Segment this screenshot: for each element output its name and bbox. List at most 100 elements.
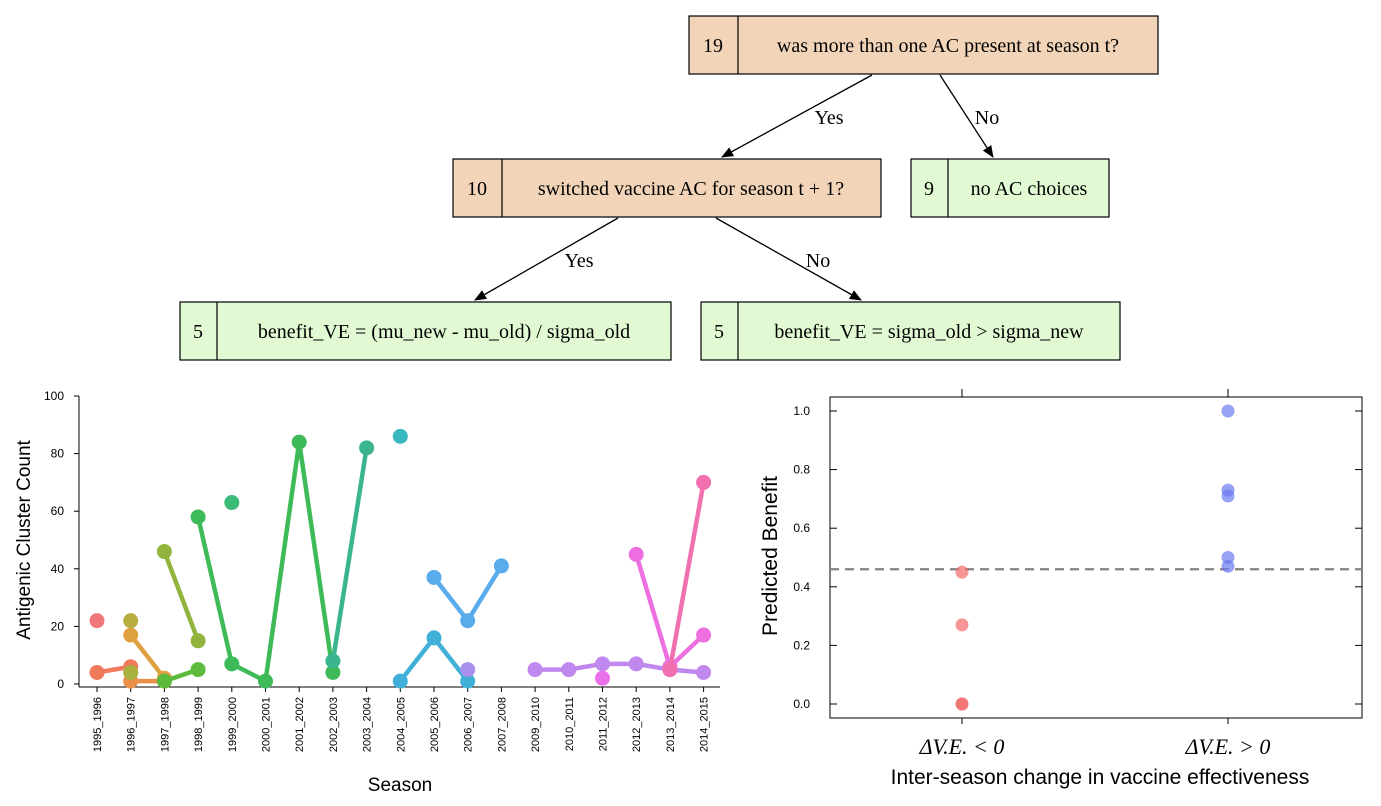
series <box>662 474 712 678</box>
node-box <box>688 15 1159 75</box>
x-tick-label: 2011_2012 <box>598 697 610 751</box>
data-point <box>1221 559 1235 573</box>
data-point <box>325 664 341 680</box>
data-point <box>595 670 610 686</box>
edge-label-yes-2: Yes <box>564 250 593 272</box>
node-count: 10 <box>467 178 487 200</box>
x-ticks: ΔV.E. < 0 ΔV.E. > 0 <box>919 389 1270 759</box>
node-count: 9 <box>924 178 934 200</box>
series-line <box>634 553 706 669</box>
x-axis-label: Season <box>368 775 432 796</box>
edge-switched-yes <box>474 217 619 301</box>
data-point <box>392 673 408 689</box>
x-tick-label: 2004_2005 <box>395 697 407 752</box>
y-tick-label: 0.0 <box>793 697 810 711</box>
series-line <box>128 633 167 680</box>
x-tick-label: 2014_2015 <box>699 697 711 752</box>
series <box>156 662 206 689</box>
decision-tree: Yes No Yes No 19 was more than one AC pr… <box>179 15 1159 361</box>
series <box>325 440 375 669</box>
x-tick-label: 2006_2007 <box>463 697 475 752</box>
y-tick-label: 0.6 <box>793 521 810 535</box>
x-tick-label: 2009_2010 <box>530 697 542 752</box>
y-ticks: 0.0 0.2 0.4 0.6 0.8 1.0 <box>793 404 1362 711</box>
y-tick-label: 0.4 <box>793 580 810 594</box>
data-point <box>224 495 240 511</box>
node-count: 5 <box>193 321 203 343</box>
tree-leaf-benefit-no: 5 benefit_VE = sigma_old > sigma_new <box>700 301 1121 361</box>
series-line <box>667 482 706 670</box>
tree-node-switched: 10 switched vaccine AC for season t + 1? <box>452 158 882 218</box>
data-point <box>224 656 240 672</box>
node-box <box>700 301 1121 361</box>
data-point <box>190 509 206 525</box>
series <box>123 664 139 680</box>
y-axis-label: Predicted Benefit <box>759 476 782 636</box>
edge-root-no <box>939 74 994 158</box>
y-tick-label: 0 <box>57 677 64 691</box>
predicted-benefit-chart: 0.0 0.2 0.4 0.6 0.8 1.0 ΔV.E. < 0 ΔV.E. > 0 Pr… <box>759 389 1363 789</box>
y-tick-label: 1.0 <box>793 404 810 418</box>
x-tick-label: 2002_2003 <box>328 697 340 752</box>
x-tick-label: 2007_2008 <box>496 697 508 752</box>
x-tick-label: 1997_1998 <box>159 697 171 752</box>
series <box>224 495 240 511</box>
node-question: switched vaccine AC for season t + 1? <box>538 178 844 200</box>
tree-leaf-no-ac-choices: 9 no AC choices <box>910 158 1110 218</box>
node-box <box>910 158 1110 218</box>
data-point <box>156 544 172 560</box>
tree-leaf-benefit-yes: 5 benefit_VE = (mu_new - mu_old) / sigma… <box>179 301 672 361</box>
series <box>123 613 139 629</box>
data-point <box>325 653 341 669</box>
data-point <box>628 656 644 672</box>
y-tick-label: 20 <box>51 619 65 633</box>
series <box>527 656 712 680</box>
node-question: was more than one AC present at season t… <box>777 35 1119 57</box>
node-box <box>179 301 672 361</box>
series <box>955 565 969 711</box>
y-axis-label: Antigenic Cluster Count <box>14 439 35 639</box>
data-point <box>696 627 712 643</box>
series <box>595 670 610 686</box>
series-line <box>195 439 336 684</box>
data-point <box>696 664 712 680</box>
points-group <box>955 404 1235 711</box>
edge-label-yes-1: Yes <box>814 107 843 129</box>
x-tick-label: ΔV.E. < 0 <box>919 734 1005 759</box>
data-point <box>1221 489 1235 503</box>
data-point <box>955 565 969 579</box>
edge-label-no-2: No <box>806 250 830 272</box>
data-point <box>662 662 678 678</box>
x-tick-label: 1998_1999 <box>193 697 205 752</box>
x-ticks: 1995_1996 1996_1997 1997_1998 1998_1999 1999… <box>92 687 711 752</box>
series <box>156 544 206 649</box>
y-tick-label: 60 <box>51 504 65 518</box>
data-point <box>696 474 712 490</box>
series-line <box>432 564 504 623</box>
data-point <box>426 569 442 585</box>
data-point <box>123 613 139 629</box>
data-point <box>291 434 307 450</box>
series-line <box>535 661 704 675</box>
data-point <box>359 440 375 456</box>
x-tick-label: 2012_2013 <box>631 697 643 752</box>
edge-switched-no <box>715 217 862 301</box>
x-tick-label: 2013_2014 <box>665 697 677 752</box>
y-ticks: 0 20 40 60 80 100 <box>44 389 79 691</box>
data-point <box>190 662 206 678</box>
data-point <box>595 656 610 672</box>
x-tick-label: 1999_2000 <box>227 697 239 752</box>
data-point <box>955 697 969 711</box>
node-count: 5 <box>714 321 724 343</box>
edge-label-no-1: No <box>975 107 999 129</box>
series-line <box>162 550 201 642</box>
data-point <box>123 664 139 680</box>
data-point <box>628 546 644 562</box>
data-point <box>493 558 509 574</box>
data-point <box>955 618 969 632</box>
data-point <box>426 630 442 646</box>
series <box>1221 404 1235 573</box>
x-tick-label: 2000_2001 <box>261 697 273 752</box>
series-line <box>330 447 369 662</box>
